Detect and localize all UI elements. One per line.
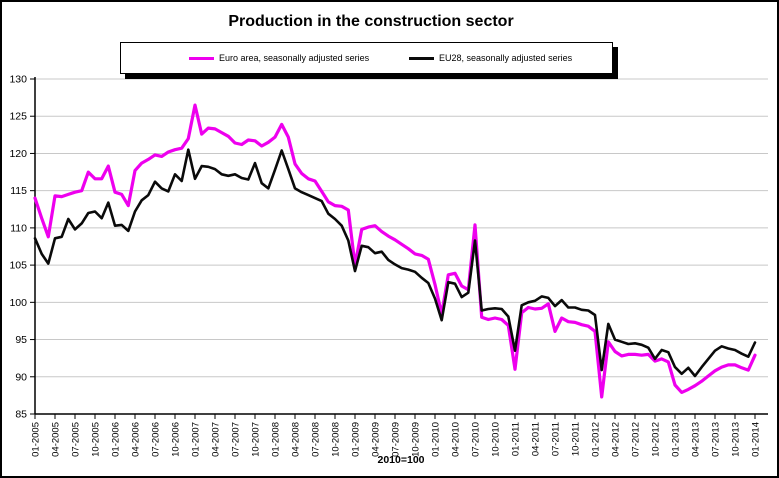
svg-text:105: 105	[9, 260, 27, 272]
svg-text:07-2009: 07-2009	[391, 422, 402, 457]
svg-text:01-2007: 01-2007	[191, 422, 202, 457]
svg-text:125: 125	[9, 111, 27, 123]
svg-text:01-2012: 01-2012	[591, 422, 602, 457]
svg-text:01-2013: 01-2013	[671, 422, 682, 457]
svg-text:95: 95	[15, 334, 27, 346]
svg-text:04-2013: 04-2013	[691, 422, 702, 457]
svg-text:01-2014: 01-2014	[751, 422, 762, 457]
svg-text:100: 100	[9, 297, 27, 309]
svg-text:04-2010: 04-2010	[451, 422, 462, 457]
svg-text:01-2005: 01-2005	[31, 422, 42, 457]
svg-text:10-2005: 10-2005	[91, 422, 102, 457]
svg-text:10-2007: 10-2007	[251, 422, 262, 457]
svg-text:07-2013: 07-2013	[711, 422, 722, 457]
svg-text:90: 90	[15, 371, 27, 383]
svg-text:04-2009: 04-2009	[371, 422, 382, 457]
svg-text:01-2008: 01-2008	[271, 422, 282, 457]
svg-text:07-2012: 07-2012	[631, 422, 642, 457]
chart-title: Production in the construction sector	[228, 13, 514, 30]
svg-text:07-2010: 07-2010	[471, 422, 482, 457]
svg-text:07-2006: 07-2006	[151, 422, 162, 457]
svg-text:04-2005: 04-2005	[51, 422, 62, 457]
eu28-line-swatch-icon	[409, 56, 434, 60]
svg-text:04-2008: 04-2008	[291, 422, 302, 457]
svg-text:115: 115	[10, 185, 27, 197]
legend-entry-euro-area: Euro area, seasonally adjusted series	[189, 53, 369, 63]
svg-text:01-2011: 01-2011	[511, 422, 522, 456]
svg-text:10-2011: 10-2011	[571, 422, 582, 456]
svg-text:85: 85	[15, 409, 27, 421]
legend: Euro area, seasonally adjusted series EU…	[120, 42, 613, 74]
svg-text:130: 130	[9, 74, 27, 86]
svg-text:10-2013: 10-2013	[731, 422, 742, 457]
axis-footnote-index-base: 2010=100	[377, 454, 425, 466]
svg-text:01-2010: 01-2010	[431, 422, 442, 457]
svg-text:04-2012: 04-2012	[611, 422, 622, 457]
legend-entry-eu28: EU28, seasonally adjusted series	[409, 53, 572, 63]
svg-text:07-2011: 07-2011	[551, 422, 562, 456]
svg-text:10-2006: 10-2006	[171, 422, 182, 457]
legend-label-eu28: EU28, seasonally adjusted series	[439, 53, 573, 63]
svg-text:10-2012: 10-2012	[651, 422, 662, 457]
svg-text:04-2006: 04-2006	[131, 422, 142, 457]
svg-text:07-2007: 07-2007	[231, 422, 242, 457]
svg-text:04-2011: 04-2011	[531, 422, 542, 456]
svg-text:10-2008: 10-2008	[331, 422, 342, 457]
svg-text:07-2005: 07-2005	[71, 422, 82, 457]
svg-text:120: 120	[9, 148, 27, 160]
svg-text:110: 110	[10, 222, 27, 234]
legend-label-euro-area: Euro area, seasonally adjusted series	[219, 53, 370, 63]
svg-text:01-2009: 01-2009	[351, 422, 362, 457]
euro-area-line-swatch-icon	[189, 56, 214, 60]
svg-text:01-2006: 01-2006	[111, 422, 122, 457]
svg-text:10-2010: 10-2010	[491, 422, 502, 457]
svg-text:04-2007: 04-2007	[211, 422, 222, 457]
svg-text:10-2009: 10-2009	[411, 422, 422, 457]
svg-text:07-2008: 07-2008	[311, 422, 322, 457]
